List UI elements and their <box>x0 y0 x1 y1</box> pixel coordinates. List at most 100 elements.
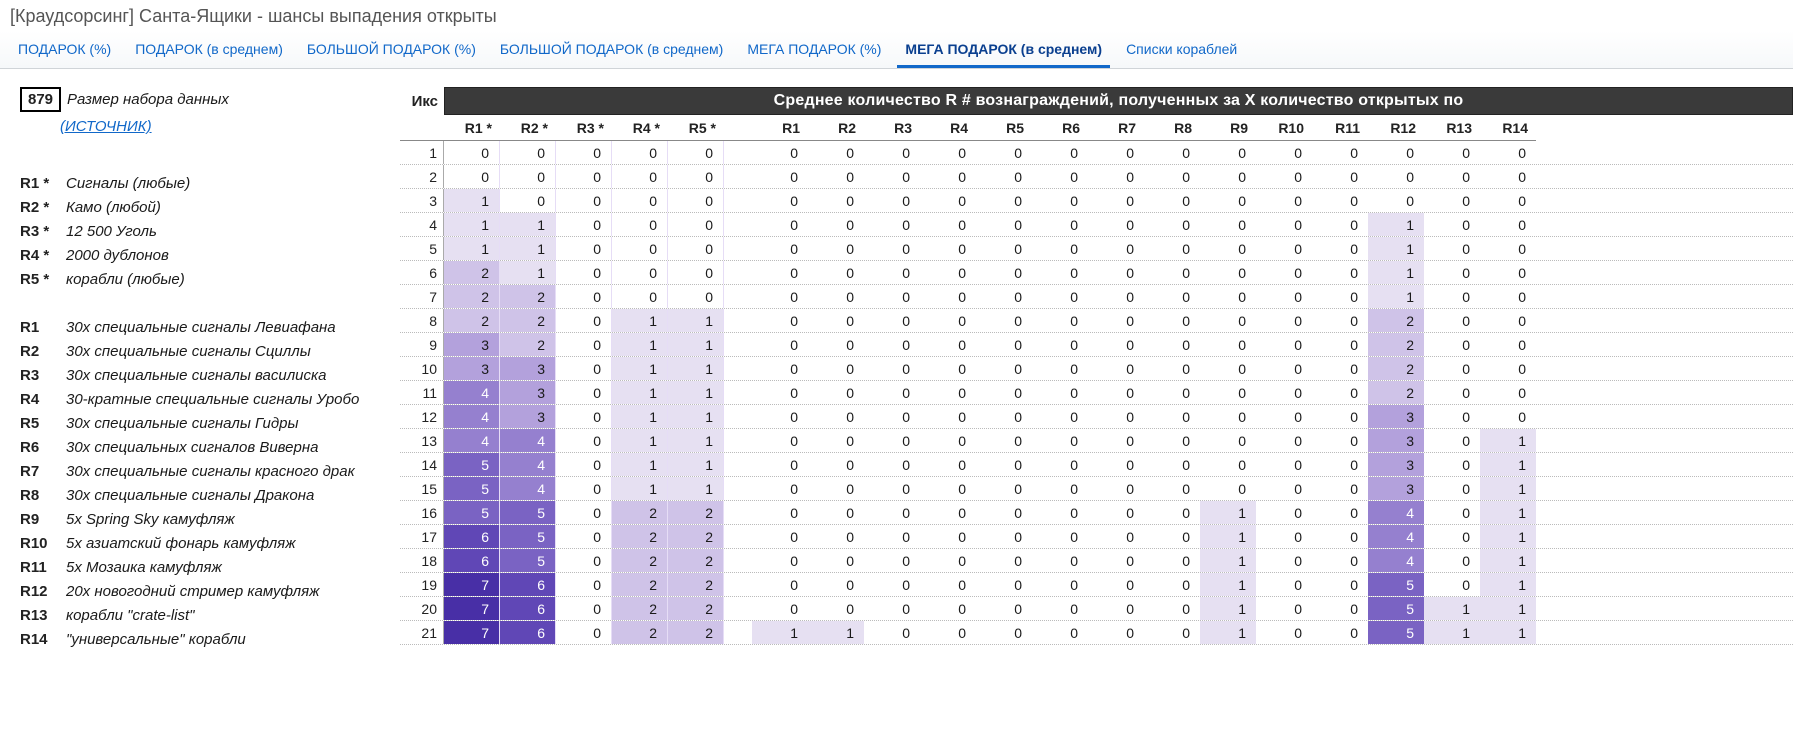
left-panel: 879 Размер набора данных (ИСТОЧНИК) R1 *… <box>0 87 400 651</box>
tab-3[interactable]: БОЛЬШОЙ ПОДАРОК (в среднем) <box>492 31 731 68</box>
heatmap-cell: 0 <box>1032 357 1088 380</box>
heatmap-cell: 0 <box>1088 237 1144 260</box>
heatmap-cell: 1 <box>1480 429 1536 452</box>
row-index: 2 <box>400 165 444 188</box>
heatmap-cell: 0 <box>1480 357 1536 380</box>
heatmap-cell: 0 <box>556 405 612 428</box>
heatmap-cell: 0 <box>1088 597 1144 620</box>
heatmap-cell: 0 <box>808 309 864 332</box>
heatmap-cell: 0 <box>864 189 920 212</box>
row-index: 12 <box>400 405 444 428</box>
heatmap-cell: 0 <box>976 333 1032 356</box>
legend-code: R4 * <box>20 247 66 264</box>
heatmap-cell: 5 <box>500 525 556 548</box>
legend-desc: 30х специальные сигналы Левиафана <box>66 319 336 336</box>
heatmap-cell: 0 <box>1256 525 1312 548</box>
legend-code: R12 <box>20 583 66 600</box>
table-row: 134401100000000000301 <box>400 429 1793 453</box>
heatmap-cell: 0 <box>976 309 1032 332</box>
heatmap-cell: 1 <box>1480 549 1536 572</box>
heatmap-cell: 1 <box>612 405 668 428</box>
heatmap-cell: 0 <box>1144 477 1200 500</box>
heatmap-cell: 0 <box>1256 549 1312 572</box>
table-row: 197602200000000100501 <box>400 573 1793 597</box>
heatmap-cell: 0 <box>864 429 920 452</box>
heatmap-cell: 4 <box>1368 525 1424 548</box>
heatmap-cell: 0 <box>808 549 864 572</box>
heatmap-cell: 0 <box>808 189 864 212</box>
heatmap-cell: 0 <box>556 549 612 572</box>
heatmap-cell: 3 <box>1368 477 1424 500</box>
tab-1[interactable]: ПОДАРОК (в среднем) <box>127 31 291 68</box>
heatmap-cell: 0 <box>752 477 808 500</box>
heatmap-cell: 2 <box>612 597 668 620</box>
source-link[interactable]: (ИСТОЧНИК) <box>60 118 152 135</box>
tab-2[interactable]: БОЛЬШОЙ ПОДАРОК (%) <box>299 31 484 68</box>
heatmap-cell: 0 <box>1312 597 1368 620</box>
heatmap-cell: 7 <box>444 621 500 644</box>
heatmap-cell: 4 <box>500 453 556 476</box>
heatmap-cell: 0 <box>612 237 668 260</box>
heatmap-cell: 0 <box>976 141 1032 164</box>
heatmap-cell: 0 <box>500 141 556 164</box>
heatmap-cell: 0 <box>1200 165 1256 188</box>
heatmap-cell: 0 <box>668 165 724 188</box>
heatmap-cell: 0 <box>808 333 864 356</box>
heatmap-cell: 0 <box>920 549 976 572</box>
tab-4[interactable]: МЕГА ПОДАРОК (%) <box>739 31 889 68</box>
heatmap-cell: 0 <box>1480 189 1536 212</box>
heatmap-cell: 0 <box>1200 141 1256 164</box>
heatmap-cell: 0 <box>1200 405 1256 428</box>
tab-6[interactable]: Списки кораблей <box>1118 31 1245 68</box>
heatmap-cell: 0 <box>976 357 1032 380</box>
legend-row: R95x Spring Sky камуфляж <box>20 507 400 531</box>
heatmap-cell: 2 <box>612 621 668 644</box>
heatmap-cell: 0 <box>864 405 920 428</box>
heatmap-cell: 0 <box>1032 549 1088 572</box>
heatmap-cell: 0 <box>752 189 808 212</box>
heatmap-cell: 0 <box>976 573 1032 596</box>
heatmap-cell: 0 <box>556 573 612 596</box>
heatmap-cell: 0 <box>1256 621 1312 644</box>
heatmap-cell: 0 <box>920 141 976 164</box>
table-row: 155401100000000000301 <box>400 477 1793 501</box>
legend-row: R3 *12 500 Уголь <box>20 219 400 243</box>
row-index: 6 <box>400 261 444 284</box>
tab-0[interactable]: ПОДАРОК (%) <box>10 31 119 68</box>
heatmap-cell: 2 <box>1368 333 1424 356</box>
heatmap-cell: 2 <box>612 549 668 572</box>
heatmap-cell: 0 <box>1144 357 1200 380</box>
heatmap-cell: 5 <box>444 501 500 524</box>
heatmap-cell: 0 <box>1424 165 1480 188</box>
heatmap-cell: 0 <box>976 261 1032 284</box>
heatmap-cell: 0 <box>1424 213 1480 236</box>
legend-desc: 2000 дублонов <box>66 247 169 264</box>
heatmap-cell: 1 <box>444 189 500 212</box>
heatmap-cell: 1 <box>1200 573 1256 596</box>
heatmap-cell: 0 <box>1256 189 1312 212</box>
legend-desc: "универсальные" корабли <box>66 631 246 648</box>
row-index: 4 <box>400 213 444 236</box>
heatmap-cell: 0 <box>1032 213 1088 236</box>
column-header-row: R1 *R2 *R3 *R4 *R5 *R1R2R3R4R5R6R7R8R9R1… <box>400 115 1793 141</box>
heatmap-cell: 1 <box>1200 597 1256 620</box>
heatmap-cell: 0 <box>1144 213 1200 236</box>
heatmap-cell: 0 <box>920 213 976 236</box>
tab-5[interactable]: МЕГА ПОДАРОК (в среднем) <box>897 31 1110 68</box>
heatmap-cell: 0 <box>1368 189 1424 212</box>
heatmap-cell: 0 <box>976 501 1032 524</box>
heatmap-cell: 0 <box>1088 309 1144 332</box>
legend-row: R430-кратные специальные сигналы Уробо <box>20 387 400 411</box>
heatmap-cell: 0 <box>1032 621 1088 644</box>
heatmap-cell: 1 <box>752 621 808 644</box>
heatmap-cell: 0 <box>1144 381 1200 404</box>
heatmap-cell: 0 <box>612 165 668 188</box>
heatmap-cell: 0 <box>612 141 668 164</box>
heatmap-cell: 0 <box>976 213 1032 236</box>
heatmap-cell: 0 <box>1144 549 1200 572</box>
legend-desc: 30х специальные сигналы Сциллы <box>66 343 311 360</box>
heatmap-cell: 0 <box>864 285 920 308</box>
heatmap-cell: 2 <box>612 525 668 548</box>
table-row: 62100000000000000100 <box>400 261 1793 285</box>
row-index: 9 <box>400 333 444 356</box>
